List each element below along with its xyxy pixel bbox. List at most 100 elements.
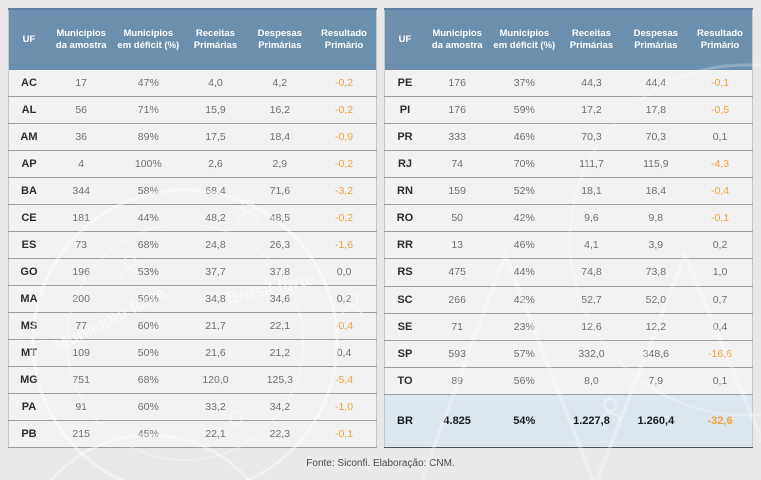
cell-receitas: 68,4 — [183, 177, 248, 205]
column-header-despesas: Despesas Primárias — [623, 8, 689, 70]
cell-uf: PE — [384, 70, 425, 98]
cell-uf: RJ — [384, 150, 425, 179]
cell-deficit: 50% — [113, 339, 184, 367]
cell-receitas: 34,8 — [183, 285, 248, 313]
cell-resultado: 0,2 — [312, 285, 377, 313]
state-row: RR 13 46% 4,1 3,9 0,2 — [384, 231, 753, 260]
cell-amostra: 89 — [424, 367, 490, 395]
cell-receitas: 12,6 — [559, 313, 624, 341]
cell-despesas: 9,8 — [623, 204, 689, 233]
cell-deficit: 68% — [113, 231, 184, 259]
cell-deficit: 100% — [113, 150, 184, 178]
cell-uf: MS — [8, 312, 49, 340]
cell-resultado: -0,5 — [688, 96, 753, 125]
cell-resultado: -0,1 — [688, 70, 753, 98]
cell-uf: MG — [8, 366, 49, 394]
cell-deficit: 70% — [489, 150, 560, 179]
cell-resultado: -0,1 — [688, 204, 753, 233]
cell-receitas: 4,1 — [559, 231, 624, 260]
column-header-amostra: Municípios da amostra — [48, 8, 114, 70]
state-row: MS 77 60% 21,7 22,1 -0,4 — [8, 312, 377, 340]
cell-deficit: 37% — [489, 70, 560, 98]
cell-resultado: -0,2 — [312, 150, 377, 178]
cell-amostra: 50 — [424, 204, 490, 233]
cell-deficit: 58% — [113, 177, 184, 205]
column-header-despesas: Despesas Primárias — [247, 8, 313, 70]
cell-uf: SE — [384, 313, 425, 341]
cell-uf: AL — [8, 96, 49, 124]
states-table-right: UF Municípios da amostra Municípios em d… — [384, 8, 753, 449]
cell-amostra: 176 — [424, 96, 490, 125]
state-row: PI 176 59% 17,2 17,8 -0,5 — [384, 96, 753, 125]
cell-resultado: 0,2 — [688, 231, 753, 260]
column-header-resultado: Resultado Primário — [312, 8, 377, 70]
cell-uf: PB — [8, 420, 49, 448]
cell-deficit: 54% — [489, 393, 560, 449]
cell-resultado: -4,3 — [688, 150, 753, 179]
cell-despesas: 3,9 — [623, 231, 689, 260]
header-row: UF Municípios da amostra Municípios em d… — [384, 8, 753, 70]
cell-deficit: 56% — [489, 367, 560, 395]
cell-despesas: 52,0 — [623, 286, 689, 314]
cell-uf: MA — [8, 285, 49, 313]
cell-amostra: 4.825 — [424, 393, 490, 449]
cell-deficit: 23% — [489, 313, 560, 341]
cell-amostra: 56 — [48, 96, 114, 124]
cell-resultado: -16,6 — [688, 340, 753, 368]
cell-despesas: 115,9 — [623, 150, 689, 179]
state-row: PE 176 37% 44,3 44,4 -0,1 — [384, 70, 753, 98]
cell-receitas: 15,9 — [183, 96, 248, 124]
cell-amostra: 475 — [424, 258, 490, 287]
cell-resultado: 1,0 — [688, 258, 753, 287]
cell-despesas: 71,6 — [247, 177, 313, 205]
cell-deficit: 60% — [113, 312, 184, 340]
cell-resultado: 0,1 — [688, 123, 753, 152]
cell-resultado: 0,1 — [688, 367, 753, 395]
cell-deficit: 71% — [113, 96, 184, 124]
cell-receitas: 70,3 — [559, 123, 624, 152]
cell-resultado: -0,2 — [312, 96, 377, 124]
cell-resultado: 0,4 — [688, 313, 753, 341]
cell-amostra: 215 — [48, 420, 114, 448]
cell-despesas: 348,6 — [623, 340, 689, 368]
cell-amostra: 344 — [48, 177, 114, 205]
cell-deficit: 57% — [489, 340, 560, 368]
cell-despesas: 70,3 — [623, 123, 689, 152]
cell-despesas: 16,2 — [247, 96, 313, 124]
cell-deficit: 59% — [113, 285, 184, 313]
cell-despesas: 125,3 — [247, 366, 313, 394]
cell-amostra: 73 — [48, 231, 114, 259]
cell-receitas: 24,8 — [183, 231, 248, 259]
cell-deficit: 44% — [113, 204, 184, 232]
cell-uf: RN — [384, 177, 425, 206]
table-body: PE 176 37% 44,3 44,4 -0,1 PI 176 59% 17,2 17,8 -0,5… — [384, 70, 753, 449]
state-row: SP 593 57% 332,0 348,6 -16,6 — [384, 340, 753, 368]
cell-resultado: 0,4 — [312, 339, 377, 367]
cell-uf: RS — [384, 258, 425, 287]
state-row: SE 71 23% 12,6 12,2 0,4 — [384, 313, 753, 341]
cell-receitas: 1.227,8 — [559, 393, 624, 449]
cell-despesas: 26,3 — [247, 231, 313, 259]
cell-amostra: 751 — [48, 366, 114, 394]
cell-resultado: -1,0 — [312, 393, 377, 421]
cell-despesas: 34,2 — [247, 393, 313, 421]
column-header-amostra: Municípios da amostra — [424, 8, 490, 70]
cell-amostra: 74 — [424, 150, 490, 179]
cell-uf: SP — [384, 340, 425, 368]
cell-despesas: 34,6 — [247, 285, 313, 313]
cell-receitas: 111,7 — [559, 150, 624, 179]
cell-amostra: 109 — [48, 339, 114, 367]
cell-resultado: -32,6 — [688, 393, 753, 449]
cell-deficit: 68% — [113, 366, 184, 394]
cell-uf: GO — [8, 258, 49, 286]
cell-uf: TO — [384, 367, 425, 395]
state-row: MT 109 50% 21,6 21,2 0,4 — [8, 339, 377, 367]
total-row: BR 4.825 54% 1.227,8 1.260,4 -32,6 — [384, 393, 753, 449]
cell-receitas: 18,1 — [559, 177, 624, 206]
cell-receitas: 44,3 — [559, 70, 624, 98]
cell-uf: PR — [384, 123, 425, 152]
cell-resultado: -5,4 — [312, 366, 377, 394]
state-row: PR 333 46% 70,3 70,3 0,1 — [384, 123, 753, 152]
cell-resultado: -0,2 — [312, 204, 377, 232]
cell-amostra: 17 — [48, 70, 114, 97]
